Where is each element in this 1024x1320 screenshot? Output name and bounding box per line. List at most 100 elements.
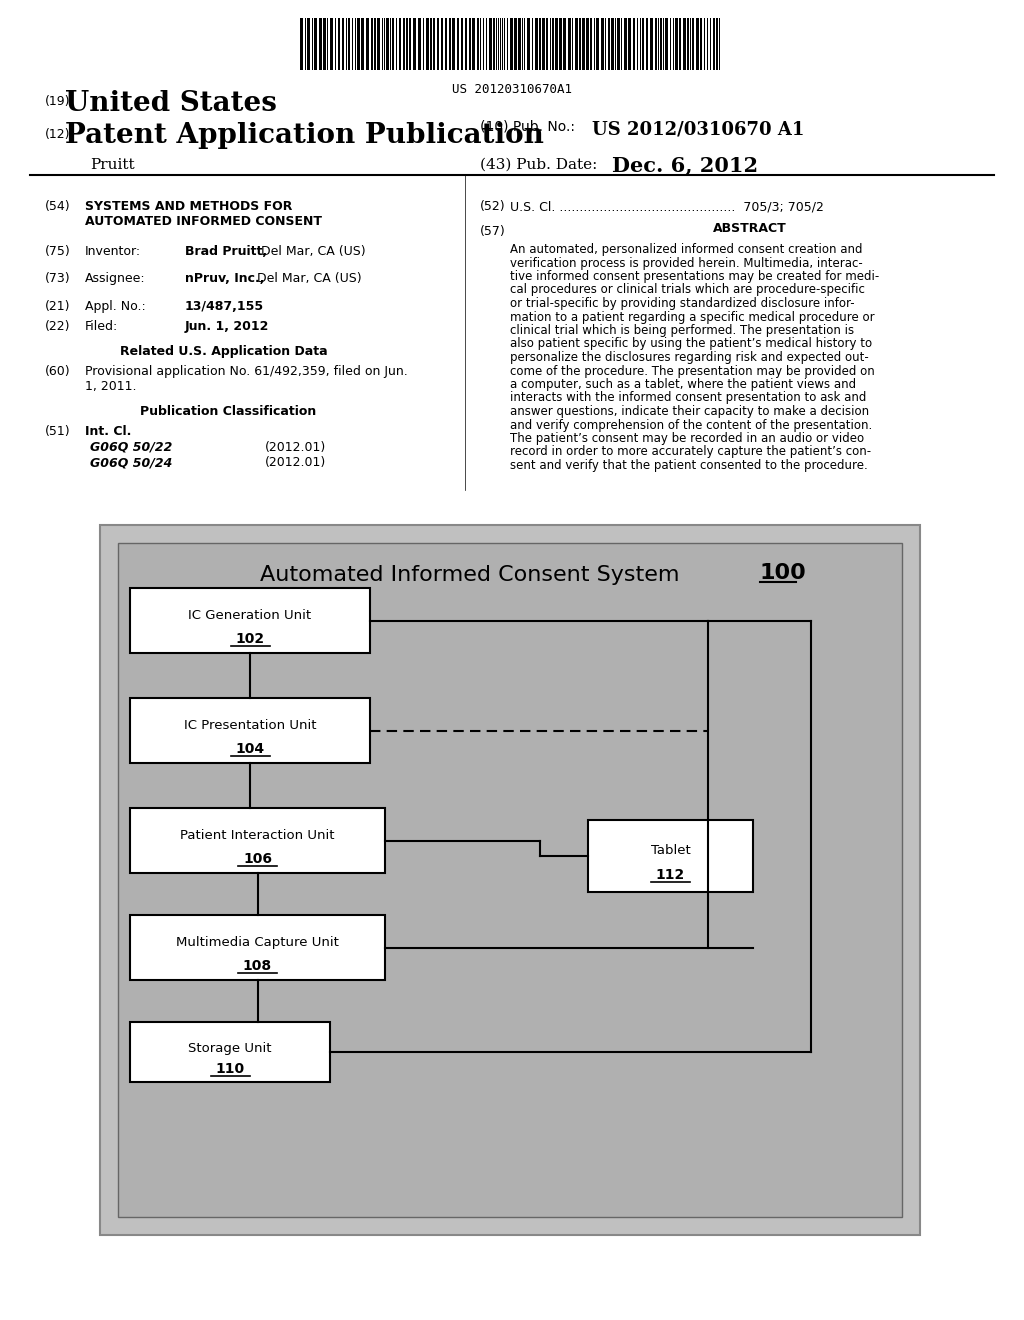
Text: Jun. 1, 2012: Jun. 1, 2012 [185,319,269,333]
Text: (73): (73) [45,272,71,285]
Text: mation to a patient regarding a specific medical procedure or: mation to a patient regarding a specific… [510,310,874,323]
Bar [586,18,589,70]
Bar [338,18,340,70]
Bar [130,808,385,873]
Bar [559,18,562,70]
Bar [357,18,360,70]
Text: 106: 106 [243,851,272,866]
Bar [555,18,558,70]
Bar [307,18,310,70]
Text: record in order to more accurately capture the patient’s con-: record in order to more accurately captu… [510,446,871,458]
Bar [510,18,513,70]
Text: come of the procedure. The presentation may be provided on: come of the procedure. The presentation … [510,364,874,378]
Text: (51): (51) [45,425,71,438]
Bar [539,18,541,70]
Bar [665,18,668,70]
Bar [687,18,689,70]
Text: Pruitt: Pruitt [90,158,134,172]
Text: Multimedia Capture Unit: Multimedia Capture Unit [176,936,339,949]
Text: The patient’s consent may be recorded in an audio or video: The patient’s consent may be recorded in… [510,432,864,445]
Text: SYSTEMS AND METHODS FOR: SYSTEMS AND METHODS FOR [85,201,293,213]
Bar [130,915,385,979]
Text: (2012.01): (2012.01) [265,441,327,454]
Text: (52): (52) [480,201,506,213]
Bar [403,18,406,70]
Bar [319,18,322,70]
Bar [452,18,455,70]
Bar [700,18,702,70]
Bar [418,18,421,70]
Bar [300,18,303,70]
Text: 102: 102 [236,631,264,645]
Text: (43) Pub. Date:: (43) Pub. Date: [480,158,597,172]
Text: or trial-specific by providing standardized disclosure infor-: or trial-specific by providing standardi… [510,297,855,310]
Bar [441,18,443,70]
Text: US 2012/0310670 A1: US 2012/0310670 A1 [592,120,805,139]
Text: (19): (19) [45,95,71,108]
Bar [675,18,678,70]
Bar [683,18,686,70]
Bar [469,18,471,70]
Text: Storage Unit: Storage Unit [188,1041,271,1055]
Text: Int. Cl.: Int. Cl. [85,425,131,438]
Text: (2012.01): (2012.01) [265,455,327,469]
Bar [588,820,753,892]
Bar [646,18,648,70]
Bar [542,18,545,70]
Text: a computer, such as a tablet, where the patient views and: a computer, such as a tablet, where the … [510,378,856,391]
Text: Publication Classification: Publication Classification [140,405,316,418]
Bar [624,18,627,70]
Text: (10) Pub. No.:: (10) Pub. No.: [480,120,575,135]
Text: 112: 112 [656,869,685,882]
Bar [611,18,614,70]
Text: An automated, personalized informed consent creation and: An automated, personalized informed cons… [510,243,862,256]
Text: (75): (75) [45,246,71,257]
Text: Provisional application No. 61/492,359, filed on Jun.: Provisional application No. 61/492,359, … [85,366,408,378]
Bar [608,18,610,70]
Bar [650,18,653,70]
Bar [461,18,463,70]
Bar [449,18,451,70]
Text: (54): (54) [45,201,71,213]
Bar [696,18,699,70]
Bar [374,18,376,70]
Bar [342,18,344,70]
Bar [314,18,317,70]
Bar [445,18,447,70]
Text: answer questions, indicate their capacity to make a decision: answer questions, indicate their capacit… [510,405,869,418]
Bar [535,18,538,70]
Bar [679,18,681,70]
Text: cal procedures or clinical trials which are procedure-specific: cal procedures or clinical trials which … [510,284,865,297]
Text: Patient Interaction Unit: Patient Interaction Unit [180,829,335,842]
Text: Assignee:: Assignee: [85,272,145,285]
Text: interacts with the informed consent presentation to ask and: interacts with the informed consent pres… [510,392,866,404]
Bar [472,18,475,70]
Text: 1, 2011.: 1, 2011. [85,380,136,393]
Text: nPruv, Inc.,: nPruv, Inc., [185,272,264,285]
Bar [465,18,467,70]
Bar [514,18,517,70]
Bar [399,18,401,70]
Bar [493,18,495,70]
Bar [377,18,380,70]
Bar [130,587,370,653]
Bar [130,698,370,763]
Bar [575,18,578,70]
Text: Related U.S. Application Data: Related U.S. Application Data [120,345,328,358]
Text: 110: 110 [215,1063,245,1076]
Text: Del Mar, CA (US): Del Mar, CA (US) [253,272,361,285]
Text: verification process is provided herein. Multimedia, interac-: verification process is provided herein.… [510,256,863,269]
Text: U.S. Cl. ............................................  705/3; 705/2: U.S. Cl. ...............................… [510,201,824,213]
Bar [633,18,635,70]
Bar [348,18,350,70]
Bar [366,18,369,70]
Bar [628,18,631,70]
Text: tive informed consent presentations may be created for medi-: tive informed consent presentations may … [510,271,880,282]
Bar [437,18,439,70]
Bar [426,18,429,70]
Bar [406,18,408,70]
Bar [568,18,571,70]
Text: IC Presentation Unit: IC Presentation Unit [183,719,316,733]
Text: Automated Informed Consent System: Automated Informed Consent System [260,565,680,585]
Text: (12): (12) [45,128,71,141]
